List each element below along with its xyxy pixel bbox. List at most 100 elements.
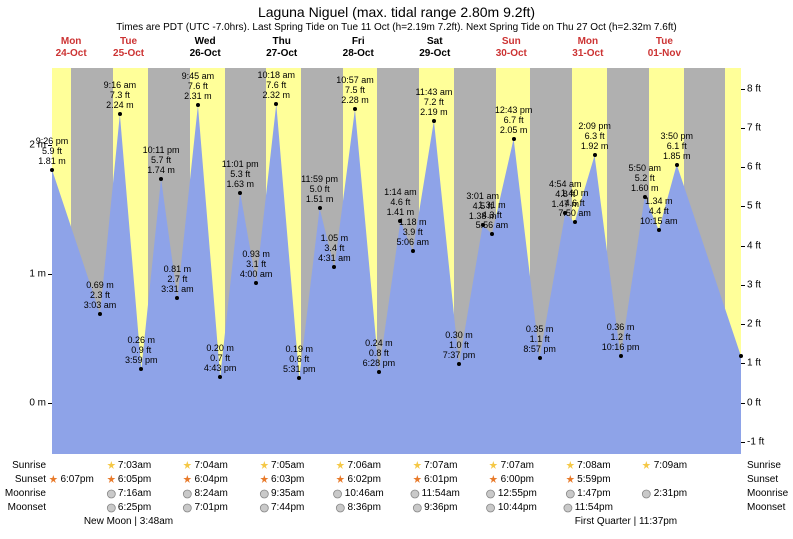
high-tide-marker [118,112,122,116]
astro-item: 6:07pm [48,474,93,485]
low-tide-marker [739,354,743,358]
astro-item: 7:09am [642,460,687,471]
astro-item: 5:59pm [565,474,610,485]
high-tide-marker [353,107,357,111]
astro-item: 8:24am [182,488,227,499]
tide-label: 10:18 am7.6 ft2.32 m [258,70,296,100]
high-tide-marker [675,163,679,167]
low-tide-marker [297,376,301,380]
astro-row-label: Moonrise [741,488,788,499]
astro-row-sunrise: SunriseSunrise7:03am7:04am7:05am7:06am7:… [52,460,741,474]
low-tide-marker [98,312,102,316]
low-tide-marker [411,249,415,253]
astro-item: 11:54am [410,488,460,499]
day-header: Fri28-Oct [328,36,388,60]
tide-label: 0.19 m0.6 ft5:31 pm [283,344,316,374]
tide-label: 11:43 am7.2 ft2.19 m [415,87,452,117]
tide-label: 0.35 m1.1 ft8:57 pm [523,324,556,354]
moon-phase-row: New Moon | 3:48am First Quarter | 11:37pm [52,516,741,530]
low-tide-marker [657,228,661,232]
tide-label: 0.30 m1.0 ft7:37 pm [443,330,476,360]
astro-item: 6:01pm [412,474,457,485]
tide-label: 1.05 m3.4 ft4:31 am [318,233,351,263]
chart-title: Laguna Niguel (max. tidal range 2.80m 9.… [0,4,793,20]
astro-row-label: Sunrise [12,460,52,471]
day-header: Wed26-Oct [175,36,235,60]
tide-label: 0.36 m1.2 ft10:16 pm [602,322,640,352]
tide-label: 12:43 pm6.7 ft2.05 m [495,105,533,135]
high-tide-marker [432,119,436,123]
tide-chart: Laguna Niguel (max. tidal range 2.80m 9.… [0,0,793,539]
high-tide-marker [238,191,242,195]
tide-label: 1.18 m3.9 ft5:06 am [396,217,429,247]
astro-item: 2:31pm [642,488,687,499]
tide-label: 0.81 m2.7 ft3:31 am [161,264,194,294]
tide-label: 1.34 m4.4 ft10:15 am [640,196,678,226]
day-header: Thu27-Oct [252,36,312,60]
astro-item: 7:06am [336,460,381,471]
moon-phase: New Moon | 3:48am [84,516,173,527]
astro-row-sunset: SunsetSunset6:07pm6:05pm6:04pm6:03pm6:02… [52,474,741,488]
tide-label: 0.69 m2.3 ft3:03 am [84,280,117,310]
astro-item: 6:02pm [336,474,381,485]
tide-label: 11:59 pm5.0 ft1.51 m [301,174,338,204]
astro-item: 11:54pm [563,502,613,513]
moon-phase: First Quarter | 11:37pm [575,516,677,527]
astro-item: 7:08am [565,460,610,471]
low-tide-marker [490,232,494,236]
tide-label: 3:50 pm6.1 ft1.85 m [660,131,693,161]
astro-item: 1:47pm [565,488,610,499]
astro-item: 7:07am [412,460,457,471]
day-header: Sun30-Oct [481,36,541,60]
astro-row-label: Sunset [15,474,52,485]
astro-item: 10:44pm [486,502,537,513]
low-tide-marker [139,367,143,371]
astro-item: 7:05am [259,460,304,471]
astro-item: 12:55pm [486,488,537,499]
tide-label: 0.20 m0.7 ft4:43 pm [204,343,237,373]
day-header: Sat29-Oct [405,36,465,60]
astro-item: 7:01pm [182,502,227,513]
low-tide-marker [218,375,222,379]
chart-subtitle: Times are PDT (UTC -7.0hrs). Last Spring… [0,22,793,33]
astro-item: 6:25pm [106,502,151,513]
plot-area: 9:26 pm5.9 ft1.81 m0.69 m2.3 ft3:03 am9:… [52,68,741,454]
astro-row-label: Moonset [8,502,52,513]
tide-label: 1:14 am4.6 ft1.41 m [384,187,417,217]
high-tide-marker [318,206,322,210]
astro-item: 6:00pm [489,474,534,485]
high-tide-marker [50,168,54,172]
tide-label: 9:16 am7.3 ft2.24 m [104,80,137,110]
day-header: Tue25-Oct [99,36,159,60]
high-tide-marker [593,153,597,157]
low-tide-marker [175,296,179,300]
astro-item: 7:44pm [259,502,304,513]
astro-item: 10:46am [333,488,384,499]
tide-label: 0.26 m0.9 ft3:59 pm [125,335,158,365]
tide-label: 0.24 m0.8 ft6:28 pm [363,338,396,368]
low-tide-marker [254,281,258,285]
astro-item: 7:16am [106,488,151,499]
low-tide-marker [332,265,336,269]
astro-item: 7:04am [182,460,227,471]
day-header: Mon31-Oct [558,36,618,60]
astro-item: 7:03am [106,460,151,471]
tide-markers: 9:26 pm5.9 ft1.81 m0.69 m2.3 ft3:03 am9:… [52,68,741,454]
astro-row-label: Sunset [741,474,778,485]
high-tide-marker [274,102,278,106]
astro-row-label: Sunrise [741,460,781,471]
tide-label: 5:50 am5.2 ft1.60 m [628,163,661,193]
tide-label: 10:11 pm5.7 ft1.74 m [143,145,180,175]
astro-item: 9:35am [259,488,304,499]
tide-label: 0.93 m3.1 ft4:00 am [240,249,273,279]
astro-item: 6:05pm [106,474,151,485]
high-tide-marker [512,137,516,141]
low-tide-marker [377,370,381,374]
astro-item: 6:04pm [182,474,227,485]
tide-label: 1.31 m4.3 ft5:56 am [476,200,509,230]
low-tide-marker [619,354,623,358]
tide-label: 1.40 m4.6 ft7:50 am [558,188,591,218]
tide-label: 9:26 pm5.9 ft1.81 m [36,136,69,166]
tide-label: 11:01 pm5.3 ft1.63 m [222,159,259,189]
tide-label: 2:09 pm6.3 ft1.92 m [578,121,611,151]
